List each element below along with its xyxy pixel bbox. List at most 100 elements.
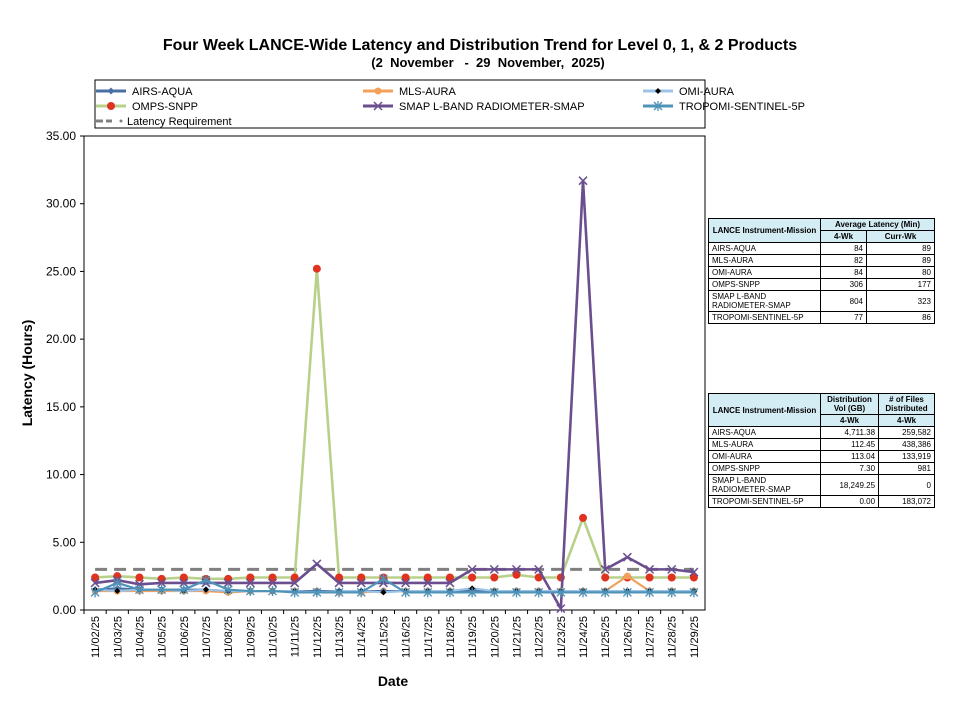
series-point <box>445 573 454 582</box>
series-point <box>601 573 610 582</box>
y-tick-label: 5.00 <box>53 535 77 549</box>
plot-frame <box>83 135 706 611</box>
series-point <box>622 552 632 562</box>
table-row: OMPS-SNPP 7.30 981 <box>708 462 935 475</box>
volume-cell: 112.45 <box>819 438 880 451</box>
y-tick-label: 10.00 <box>46 468 76 482</box>
series-point <box>246 573 255 582</box>
series-point <box>445 578 455 588</box>
table-row: MLS-AURA 112.45 438,386 <box>708 438 935 451</box>
series-point <box>512 570 521 579</box>
series-point <box>134 584 144 595</box>
series-point <box>90 578 100 588</box>
series-point <box>290 587 300 598</box>
latency-curr-cell: 89 <box>866 242 935 255</box>
series-point-stroke <box>600 564 610 574</box>
series-point <box>468 573 477 582</box>
series-point <box>578 176 588 186</box>
mission-cell: TROPOMI-SENTINEL-5P <box>708 311 821 324</box>
latency-4wk-cell: 306 <box>819 278 868 291</box>
series-point-stroke <box>467 564 477 574</box>
y-axis-label: Latency (Hours) <box>19 320 35 427</box>
series-point-stroke <box>223 578 233 588</box>
series-point <box>202 586 209 593</box>
series-point-stroke <box>622 552 632 562</box>
chart-title: Four Week LANCE-Wide Latency and Distrib… <box>163 37 797 54</box>
series-point <box>245 578 255 588</box>
series-point-stroke <box>245 578 255 588</box>
latency-4wk-cell: 804 <box>819 290 868 312</box>
x-tick-label: 11/12/25 <box>312 616 324 658</box>
series-point <box>374 87 382 95</box>
x-tick-label: 11/27/25 <box>645 616 657 658</box>
mission-cell: OMI-AURA <box>708 450 821 463</box>
series-line <box>95 587 694 594</box>
series-point <box>423 573 432 582</box>
volume-cell: 0.00 <box>819 495 880 508</box>
series-point <box>623 572 631 580</box>
table-row: TROPOMI-SENTINEL-5P 0.00 183,072 <box>708 495 935 508</box>
table-row: AIRS-AQUA 4,711.38 259,582 <box>708 426 935 439</box>
series-point <box>511 564 522 574</box>
series-point <box>380 589 387 596</box>
series-point <box>689 573 698 582</box>
series-point <box>556 604 566 614</box>
series-point <box>512 587 521 598</box>
mission-cell: SMAP L-BAND RADIOMETER-SMAP <box>708 290 821 312</box>
mission-cell: MLS-AURA <box>708 438 821 451</box>
series-point <box>223 578 233 588</box>
series-point-stroke <box>534 564 544 574</box>
series-point <box>667 564 677 574</box>
files-cell: 438,386 <box>878 438 935 451</box>
x-tick-label: 11/29/25 <box>689 616 701 658</box>
series-point <box>655 88 661 94</box>
latency-table: LANCE Instrument-Mission Average Latency… <box>708 218 935 324</box>
table-row: MLS-AURA 82 89 <box>708 254 935 267</box>
latency-curr-cell: 323 <box>866 290 935 312</box>
series-point <box>334 587 344 598</box>
x-tick-label: 11/07/25 <box>201 616 213 658</box>
series-point-stroke <box>511 564 522 574</box>
x-tick-label: 11/08/25 <box>223 616 235 658</box>
x-tick-label: 11/22/25 <box>534 616 546 658</box>
series-point <box>689 567 699 577</box>
x-tick-label: 11/10/25 <box>268 616 280 658</box>
x-tick-label: 11/09/25 <box>245 616 257 658</box>
series-point <box>378 573 388 584</box>
series-point-stroke <box>489 564 499 574</box>
series-point <box>645 564 655 574</box>
plot-area: 0.00 5.00 10.00 15.00 20.00 25.00 30.00 35.00 1… <box>46 129 706 658</box>
files-cell: 259,582 <box>878 426 935 439</box>
series-point-stroke <box>179 578 189 588</box>
legend-label: OMPS-SNPP <box>132 101 198 113</box>
files-cell: 0 <box>878 474 935 496</box>
files-cell: 981 <box>878 462 935 475</box>
table-row: SMAP L-BAND RADIOMETER-SMAP 18,249.25 0 <box>708 474 935 496</box>
x-tick-label: 11/19/25 <box>467 616 479 658</box>
series-point <box>556 587 566 598</box>
y-tick-label: 35.00 <box>46 129 76 143</box>
x-tick-label: 11/23/25 <box>556 616 568 658</box>
series-point-stroke <box>312 559 322 569</box>
latency-4wk-cell: 82 <box>819 254 868 267</box>
x-tick-label: 11/25/25 <box>600 616 612 658</box>
y-tick-label: 30.00 <box>46 197 76 211</box>
series-point <box>90 587 100 598</box>
series-point <box>356 578 366 588</box>
distribution-table-sub-vol: 4-Wk <box>819 414 880 427</box>
mission-cell: AIRS-AQUA <box>708 426 821 439</box>
series-point <box>201 575 211 586</box>
series-point <box>534 564 544 574</box>
series-point <box>622 587 632 598</box>
series-point <box>490 573 499 582</box>
series-point <box>107 87 115 95</box>
x-tick-label: 11/14/25 <box>356 616 368 658</box>
distribution-table-header-files: # of Files Distributed <box>878 393 935 415</box>
series-point-stroke <box>556 604 566 614</box>
table-row: OMI-AURA 84 80 <box>708 266 935 279</box>
series-point <box>600 587 610 598</box>
series-point <box>223 584 233 595</box>
series-point-stroke <box>401 578 411 588</box>
x-tick-label: 11/03/25 <box>112 616 124 658</box>
series-line <box>95 268 694 581</box>
